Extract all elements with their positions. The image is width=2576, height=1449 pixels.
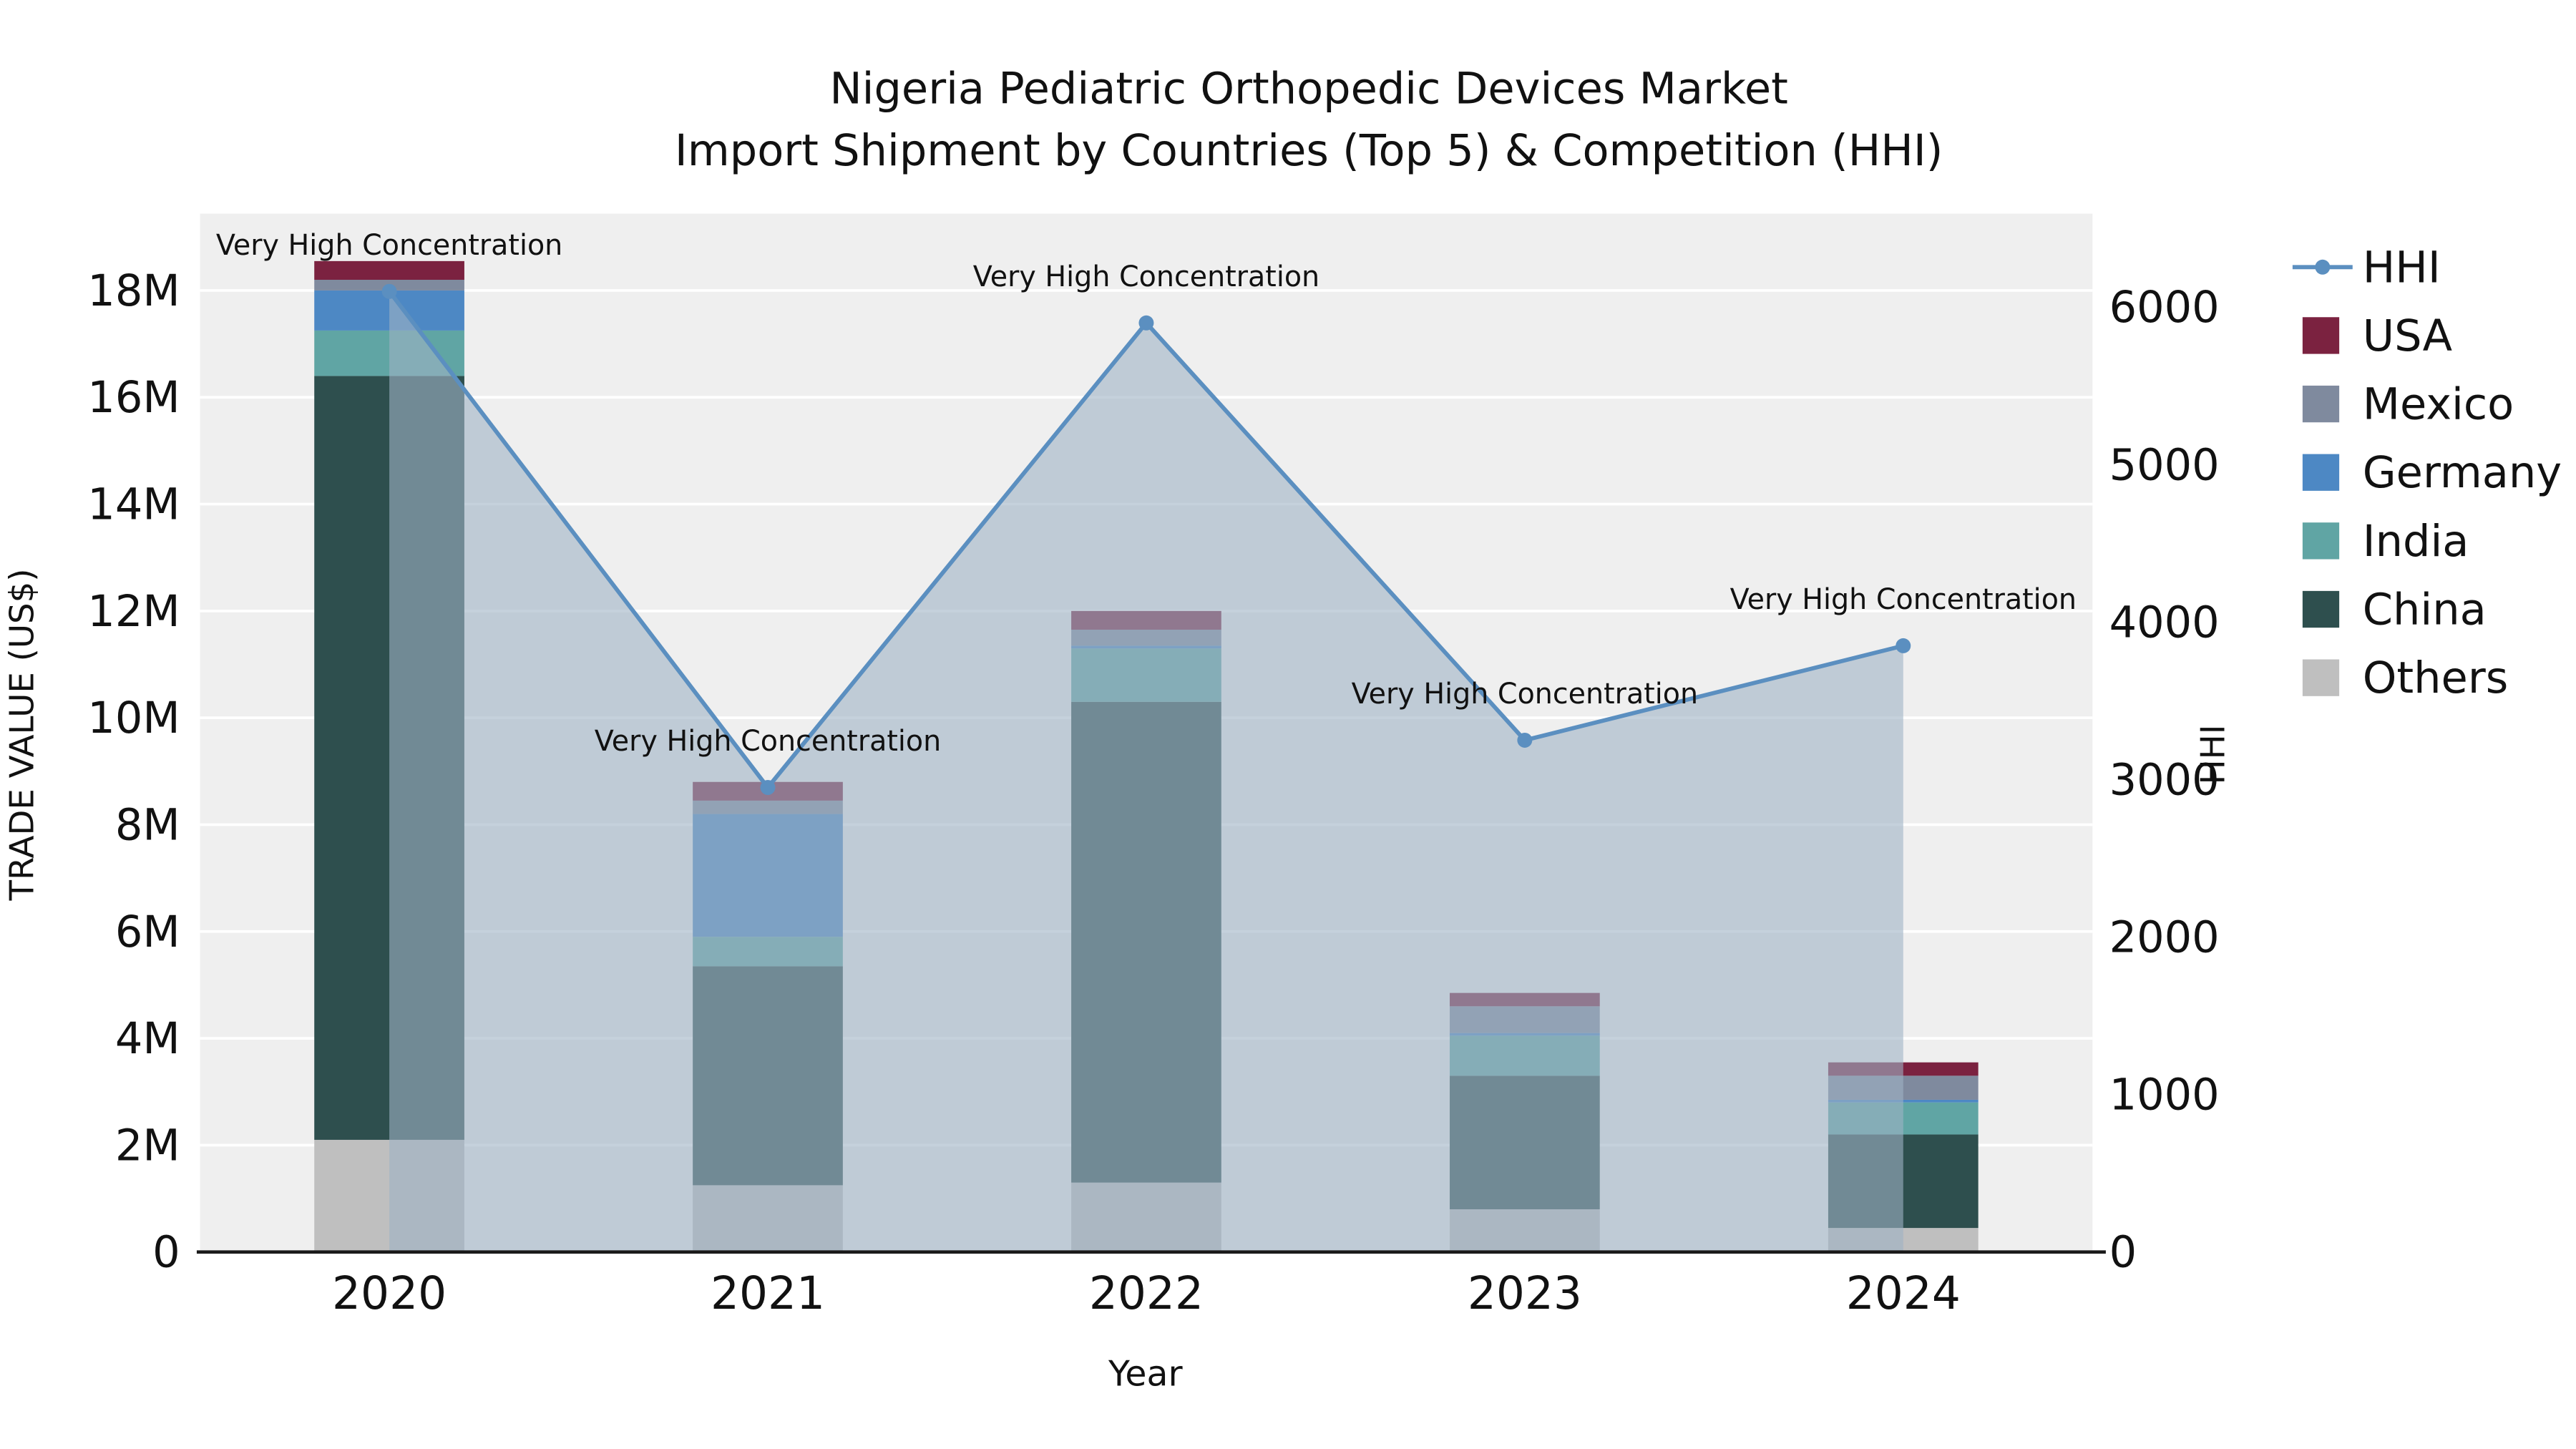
x-axis-title: Year: [1108, 1353, 1183, 1394]
annotation-2021: Very High Concentration: [595, 725, 941, 758]
legend-label-germany: Germany: [2363, 448, 2562, 498]
legend-swatch-germany: [2302, 454, 2340, 491]
y-tick-left: 10M: [87, 693, 180, 743]
y-tick-right: 5000: [2109, 440, 2220, 490]
y-tick-left: 18M: [87, 266, 180, 316]
y-tick-right: 0: [2109, 1228, 2137, 1278]
x-tick-2023: 2023: [1468, 1267, 1582, 1319]
legend-item-hhi: HHI: [2292, 243, 2441, 293]
y-tick-right: 2000: [2109, 913, 2220, 963]
legend-swatch-mexico: [2302, 385, 2340, 423]
legend-item-usa: USA: [2302, 311, 2452, 361]
hhi-marker-2021: [760, 779, 776, 795]
legend-item-china: China: [2302, 585, 2487, 635]
y-tick-left: 6M: [115, 907, 180, 957]
annotation-2020: Very High Concentration: [216, 229, 562, 262]
bar-segment-usa-2020: [314, 260, 464, 280]
legend-swatch-india: [2302, 522, 2340, 560]
legend-label-china: China: [2363, 585, 2487, 635]
legend-swatch-china: [2302, 590, 2340, 628]
legend-line-point: [2315, 259, 2331, 275]
legend-swatch-others: [2302, 659, 2340, 696]
y-tick-left: 12M: [87, 587, 180, 637]
x-tick-2022: 2022: [1089, 1267, 1204, 1319]
y-tick-left: 8M: [115, 800, 180, 850]
annotation-2022: Very High Concentration: [973, 260, 1319, 293]
legend-item-germany: Germany: [2302, 448, 2562, 498]
y-tick-right: 6000: [2109, 283, 2220, 333]
y-tick-left: 4M: [115, 1014, 180, 1064]
x-tick-2024: 2024: [1846, 1267, 1961, 1319]
legend-label-mexico: Mexico: [2363, 380, 2514, 430]
y-tick-right: 4000: [2109, 597, 2220, 648]
y-axis-title-right: HHI: [2193, 725, 2232, 785]
y-tick-right: 3000: [2109, 755, 2220, 805]
legend-label-india: India: [2363, 517, 2469, 567]
y-tick-right: 1000: [2109, 1070, 2220, 1121]
legend-label-usa: USA: [2363, 311, 2452, 361]
legend-item-mexico: Mexico: [2302, 380, 2514, 430]
annotation-2024: Very High Concentration: [1730, 583, 2077, 616]
x-tick-2021: 2021: [711, 1267, 825, 1319]
y-tick-left: 16M: [87, 373, 180, 423]
legend: HHI USA Mexico Germany India China Others: [2292, 243, 2562, 703]
chart-title-line2: Import Shipment by Countries (Top 5) & C…: [675, 126, 1943, 176]
legend-swatch-usa: [2302, 317, 2340, 354]
hhi-marker-2020: [381, 283, 397, 299]
y-axis-title-left: TRADE VALUE (US$): [3, 569, 42, 902]
x-tick-2020: 2020: [332, 1267, 447, 1319]
hhi-marker-2024: [1896, 638, 1911, 653]
legend-item-others: Others: [2302, 653, 2509, 703]
legend-label-others: Others: [2363, 653, 2509, 703]
hhi-marker-2023: [1517, 732, 1533, 748]
chart-title-line1: Nigeria Pediatric Orthopedic Devices Mar…: [829, 64, 1788, 114]
hhi-marker-2022: [1138, 315, 1154, 331]
legend-item-india: India: [2302, 517, 2469, 567]
y-tick-left: 0: [152, 1228, 180, 1278]
hhi-area: [389, 291, 1903, 1252]
annotation-2023: Very High Concentration: [1352, 678, 1698, 711]
legend-label-hhi: HHI: [2363, 243, 2441, 293]
y-tick-left: 14M: [87, 480, 180, 530]
y-tick-left: 2M: [115, 1121, 180, 1171]
